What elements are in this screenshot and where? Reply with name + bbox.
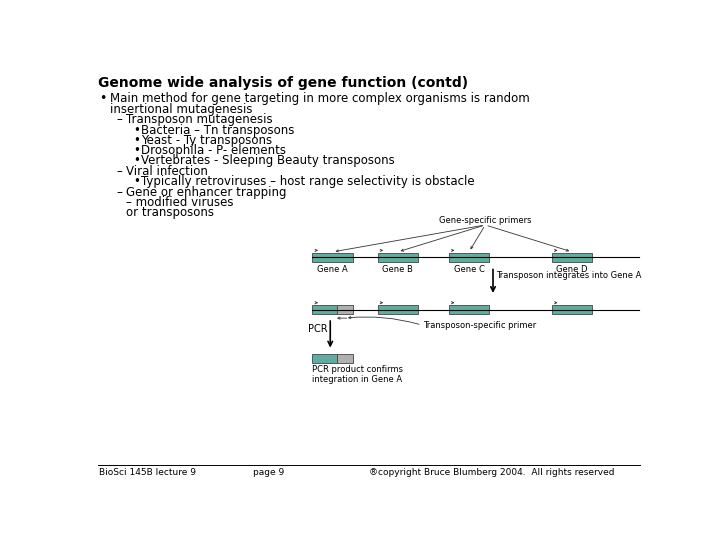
- Text: Typically retroviruses – host range selectivity is obstacle: Typically retroviruses – host range sele…: [141, 175, 474, 188]
- Text: Bacteria – Tn transposons: Bacteria – Tn transposons: [141, 124, 294, 137]
- Text: Drosophila - P- elements: Drosophila - P- elements: [141, 144, 286, 157]
- Text: Transposon integrates into Gene A: Transposon integrates into Gene A: [496, 271, 642, 280]
- Text: insertional mutagenesis: insertional mutagenesis: [110, 103, 253, 116]
- Text: Gene C: Gene C: [454, 265, 485, 274]
- Bar: [337, 354, 353, 363]
- Text: •: •: [133, 144, 140, 157]
- Text: ®copyright Bruce Blumberg 2004.  All rights reserved: ®copyright Bruce Blumberg 2004. All righ…: [369, 468, 614, 476]
- Bar: [377, 253, 418, 262]
- Text: Transposon-specific primer: Transposon-specific primer: [423, 321, 536, 329]
- Bar: [337, 305, 353, 314]
- Text: •: •: [133, 124, 140, 137]
- Text: BioSci 145B lecture 9: BioSci 145B lecture 9: [99, 468, 197, 476]
- Text: –: –: [117, 165, 122, 178]
- Text: Main method for gene targeting in more complex organisms is random: Main method for gene targeting in more c…: [110, 92, 530, 105]
- Text: Gene A: Gene A: [318, 265, 348, 274]
- Text: •: •: [133, 134, 140, 147]
- Text: PCR: PCR: [307, 324, 327, 334]
- Text: Gene or enhancer trapping: Gene or enhancer trapping: [126, 186, 286, 199]
- Bar: [449, 253, 489, 262]
- Bar: [312, 253, 353, 262]
- Text: Genome wide analysis of gene function (contd): Genome wide analysis of gene function (c…: [98, 76, 468, 90]
- Text: –: –: [117, 186, 122, 199]
- Text: Yeast - Ty transposons: Yeast - Ty transposons: [141, 134, 272, 147]
- Bar: [552, 305, 592, 314]
- Text: •: •: [133, 154, 140, 167]
- Text: Gene-specific primers: Gene-specific primers: [439, 216, 531, 225]
- Bar: [552, 253, 592, 262]
- Text: Gene B: Gene B: [382, 265, 413, 274]
- Text: Vertebrates - Sleeping Beauty transposons: Vertebrates - Sleeping Beauty transposon…: [141, 154, 395, 167]
- Text: PCR product confirms
integration in Gene A: PCR product confirms integration in Gene…: [312, 365, 403, 384]
- Bar: [449, 305, 489, 314]
- Text: Gene D: Gene D: [557, 265, 588, 274]
- Bar: [312, 305, 337, 314]
- Text: •: •: [133, 175, 140, 188]
- Text: – modified viruses: – modified viruses: [126, 195, 233, 208]
- Text: –: –: [117, 113, 122, 126]
- Text: •: •: [99, 92, 107, 105]
- Text: page 9: page 9: [253, 468, 284, 476]
- Bar: [312, 354, 337, 363]
- Text: or transposons: or transposons: [126, 206, 214, 219]
- Text: Viral infection: Viral infection: [126, 165, 207, 178]
- Bar: [377, 305, 418, 314]
- Text: Transposon mutagenesis: Transposon mutagenesis: [126, 113, 272, 126]
